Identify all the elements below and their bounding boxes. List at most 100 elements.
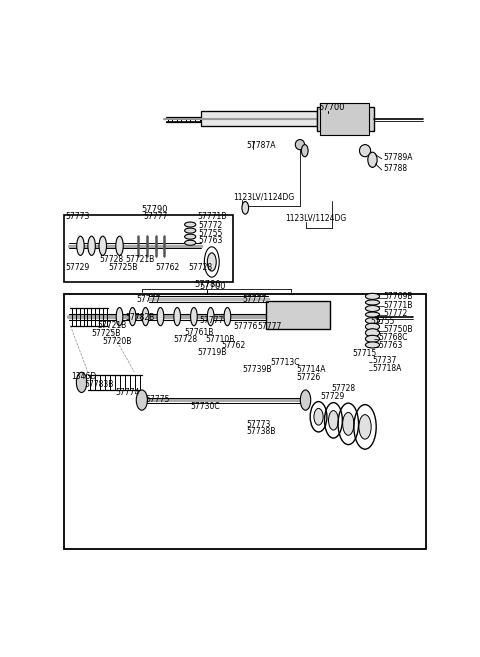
Ellipse shape — [88, 236, 96, 256]
Text: 57726: 57726 — [296, 373, 321, 382]
Text: 57710B: 57710B — [205, 336, 234, 344]
Bar — [202, 111, 317, 126]
Text: 57719B: 57719B — [198, 348, 227, 357]
Text: 57775: 57775 — [145, 395, 170, 403]
Text: 57768C: 57768C — [378, 333, 408, 342]
Ellipse shape — [136, 390, 147, 410]
Ellipse shape — [185, 240, 196, 245]
Ellipse shape — [365, 342, 380, 348]
Text: 57721B: 57721B — [97, 321, 126, 330]
Text: 57772: 57772 — [198, 221, 223, 229]
Text: 57729: 57729 — [321, 392, 345, 401]
Text: 57730C: 57730C — [190, 402, 220, 411]
Ellipse shape — [365, 335, 380, 342]
Ellipse shape — [343, 413, 354, 436]
Text: 57787A: 57787A — [246, 141, 276, 150]
Ellipse shape — [157, 307, 164, 326]
Ellipse shape — [365, 293, 380, 300]
Bar — [266, 302, 330, 329]
Text: 57729: 57729 — [66, 263, 90, 272]
Text: 57789A: 57789A — [384, 153, 413, 162]
Text: 57763: 57763 — [378, 341, 402, 350]
Ellipse shape — [360, 145, 371, 157]
Ellipse shape — [174, 307, 180, 326]
Ellipse shape — [300, 390, 311, 410]
Ellipse shape — [301, 145, 308, 157]
Text: 57728: 57728 — [332, 384, 356, 393]
Ellipse shape — [242, 202, 249, 214]
Ellipse shape — [314, 409, 323, 425]
Text: 1123LV/1124DG: 1123LV/1124DG — [285, 214, 346, 223]
Text: 57714A: 57714A — [296, 365, 326, 374]
Ellipse shape — [99, 236, 107, 256]
Text: 57762: 57762 — [222, 341, 246, 350]
Text: 57782B: 57782B — [125, 313, 155, 322]
Text: 57773: 57773 — [66, 212, 90, 221]
Ellipse shape — [365, 300, 380, 305]
Ellipse shape — [76, 373, 87, 392]
Text: 57728: 57728 — [99, 255, 123, 264]
Text: 57772: 57772 — [384, 309, 408, 317]
Ellipse shape — [185, 222, 196, 227]
Text: 57728: 57728 — [173, 336, 198, 344]
Text: 57720B: 57720B — [103, 338, 132, 346]
Text: 57763: 57763 — [198, 237, 223, 245]
Ellipse shape — [328, 411, 338, 430]
Ellipse shape — [224, 307, 231, 326]
Text: 57777: 57777 — [136, 296, 161, 304]
Text: 57788: 57788 — [384, 164, 408, 173]
Text: 1346D: 1346D — [71, 372, 96, 381]
Text: 1123LV/1124DG: 1123LV/1124DG — [233, 193, 294, 201]
Text: 57790: 57790 — [142, 205, 168, 214]
Ellipse shape — [365, 312, 380, 317]
Ellipse shape — [142, 307, 149, 326]
Ellipse shape — [365, 323, 380, 330]
Ellipse shape — [116, 236, 123, 256]
Text: 57776: 57776 — [233, 322, 257, 331]
Text: 57721B: 57721B — [125, 255, 155, 264]
Bar — [64, 294, 426, 549]
Ellipse shape — [77, 236, 84, 256]
Text: 57715: 57715 — [352, 349, 376, 358]
Ellipse shape — [365, 306, 380, 311]
Ellipse shape — [185, 234, 196, 239]
Bar — [64, 215, 233, 283]
Text: 57725B: 57725B — [108, 263, 138, 272]
Text: 57725B: 57725B — [92, 329, 121, 338]
Text: 57773: 57773 — [246, 420, 270, 429]
Text: 57769B: 57769B — [384, 292, 413, 301]
Ellipse shape — [368, 152, 377, 168]
Bar — [321, 102, 369, 135]
Text: 57755: 57755 — [198, 229, 223, 238]
Text: 57739B: 57739B — [242, 365, 272, 374]
Text: 57777: 57777 — [144, 212, 168, 221]
Text: 57713C: 57713C — [270, 357, 300, 367]
Text: 57777: 57777 — [200, 315, 224, 325]
Ellipse shape — [207, 307, 214, 326]
Text: 57728: 57728 — [188, 263, 213, 272]
Text: 57774: 57774 — [116, 388, 140, 397]
Text: 57761B: 57761B — [185, 328, 214, 337]
Text: 57777: 57777 — [257, 322, 282, 331]
Ellipse shape — [185, 228, 196, 233]
Text: 57718A: 57718A — [372, 364, 402, 373]
Text: 57777: 57777 — [242, 296, 267, 304]
Text: 57783B: 57783B — [84, 380, 114, 390]
Text: 57737: 57737 — [372, 356, 397, 365]
Text: 57700: 57700 — [319, 102, 345, 112]
Text: 57700: 57700 — [200, 282, 226, 291]
Ellipse shape — [116, 307, 123, 326]
Ellipse shape — [207, 253, 216, 271]
Text: 57755: 57755 — [370, 317, 394, 326]
Ellipse shape — [129, 307, 136, 326]
Bar — [317, 107, 374, 131]
Ellipse shape — [191, 307, 197, 326]
Ellipse shape — [359, 415, 371, 439]
Text: 57771B: 57771B — [384, 300, 413, 309]
Text: 57780: 57780 — [194, 281, 220, 289]
Ellipse shape — [365, 328, 380, 337]
Text: 57738B: 57738B — [246, 427, 276, 436]
Text: 57771B: 57771B — [198, 212, 227, 221]
Ellipse shape — [365, 317, 380, 324]
Ellipse shape — [295, 139, 305, 150]
